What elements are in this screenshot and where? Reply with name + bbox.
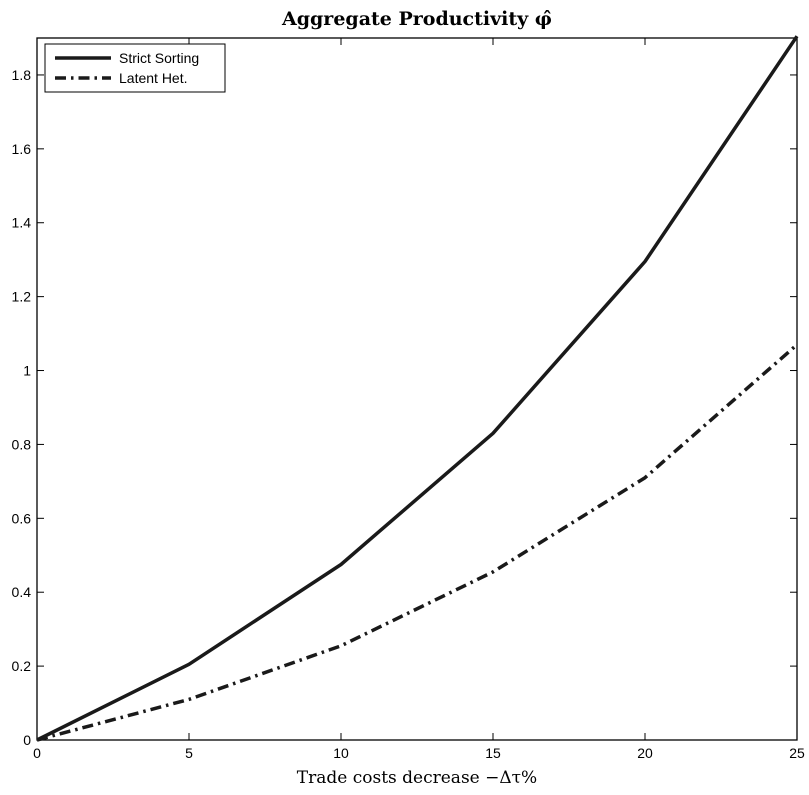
x-tick-label: 0: [33, 745, 41, 761]
y-tick-label: 1.8: [12, 67, 32, 83]
legend-label: Latent Het.: [119, 70, 188, 86]
y-tick-label: 1.4: [12, 215, 32, 231]
y-tick-label: 1.2: [12, 289, 32, 305]
x-tick-label: 10: [333, 745, 349, 761]
y-tick-label: 0: [23, 732, 31, 748]
plot-frame: [37, 38, 797, 740]
y-tick-label: 0.2: [12, 658, 32, 674]
y-tick-label: 0.6: [12, 510, 32, 526]
y-tick-label: 0.8: [12, 436, 32, 452]
series-line-latent-het: [37, 345, 797, 740]
chart-title: Aggregate Productivity φ̂: [281, 8, 552, 30]
x-tick-label: 25: [789, 745, 805, 761]
x-tick-label: 20: [637, 745, 653, 761]
series-line-strict-sorting: [37, 36, 797, 740]
y-tick-label: 1: [23, 363, 31, 379]
x-tick-label: 5: [185, 745, 193, 761]
y-tick-label: 1.6: [12, 141, 32, 157]
x-tick-label: 15: [485, 745, 501, 761]
y-tick-label: 0.4: [12, 584, 32, 600]
x-axis-title: Trade costs decrease −Δτ%: [297, 768, 537, 788]
legend-label: Strict Sorting: [119, 50, 199, 66]
